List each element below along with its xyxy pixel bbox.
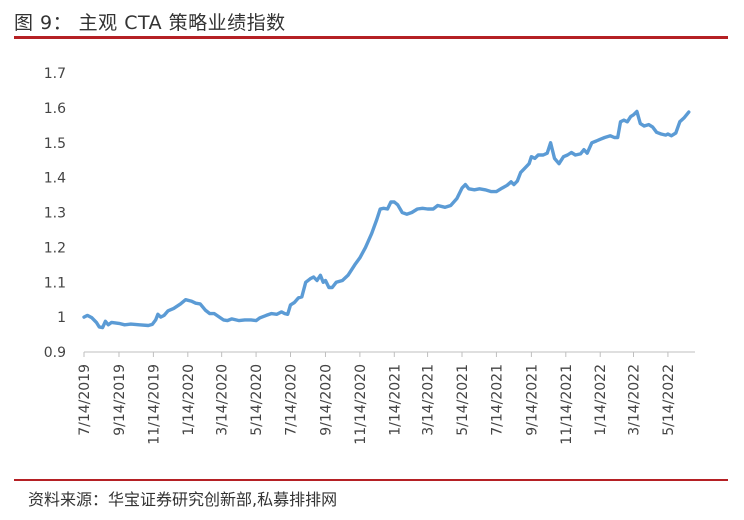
title-rule	[14, 36, 728, 39]
y-tick-label: 1.5	[44, 136, 66, 152]
source-note: 资料来源：华宝证券研究创新部,私募排排网	[28, 490, 338, 509]
x-tick-label: 9/14/2020	[318, 364, 334, 436]
y-axis-tick-labels: 0.9 1 1.1 1.2 1.3 1.4 1.5 1.6 1.7	[44, 66, 66, 361]
x-tick-label: 1/14/2022	[593, 364, 609, 436]
x-tick-label: 7/14/2019	[77, 364, 93, 436]
y-tick-label: 1.1	[44, 275, 66, 291]
y-tick-label: 1.7	[44, 66, 66, 82]
x-tick-label: 5/14/2020	[249, 364, 265, 436]
x-tick-label: 5/14/2021	[455, 364, 471, 436]
x-axis: 7/14/2019 9/14/2019 11/14/2019 1/14/2020 3/1…	[77, 351, 695, 445]
y-tick-label: 1.4	[44, 171, 66, 187]
x-tick-label: 3/14/2022	[627, 364, 643, 436]
x-tick-label: 5/14/2022	[661, 364, 677, 436]
y-tick-label: 1.6	[44, 101, 66, 117]
x-tick-label: 9/14/2019	[112, 364, 128, 436]
y-tick-label: 0.9	[44, 345, 66, 361]
y-tick-label: 1.3	[44, 206, 66, 222]
figure-title: 图 9： 主观 CTA 策略业绩指数	[14, 12, 286, 34]
x-tick-label: 7/14/2020	[283, 364, 299, 436]
x-tick-label: 9/14/2021	[524, 364, 540, 436]
x-tick-label: 11/14/2021	[559, 364, 575, 445]
x-tick-label: 11/14/2019	[146, 364, 162, 445]
x-tick-label: 3/14/2021	[421, 364, 437, 436]
x-tick-label: 1/14/2020	[181, 364, 197, 436]
y-tick-label: 1.2	[44, 240, 66, 256]
x-tick-label: 11/14/2020	[353, 364, 369, 445]
y-tick-label: 1	[57, 310, 66, 326]
line-chart: 0.9 1 1.1 1.2 1.3 1.4 1.5 1.6 1.7 7/14/2019 9/14/…	[44, 66, 695, 445]
x-tick-label: 7/14/2021	[489, 364, 505, 436]
footer-rule	[14, 479, 728, 481]
series-layer	[82, 109, 691, 330]
series-line	[82, 109, 691, 330]
x-tick-label: 1/14/2021	[387, 364, 403, 436]
x-tick-label: 3/14/2020	[215, 364, 231, 436]
